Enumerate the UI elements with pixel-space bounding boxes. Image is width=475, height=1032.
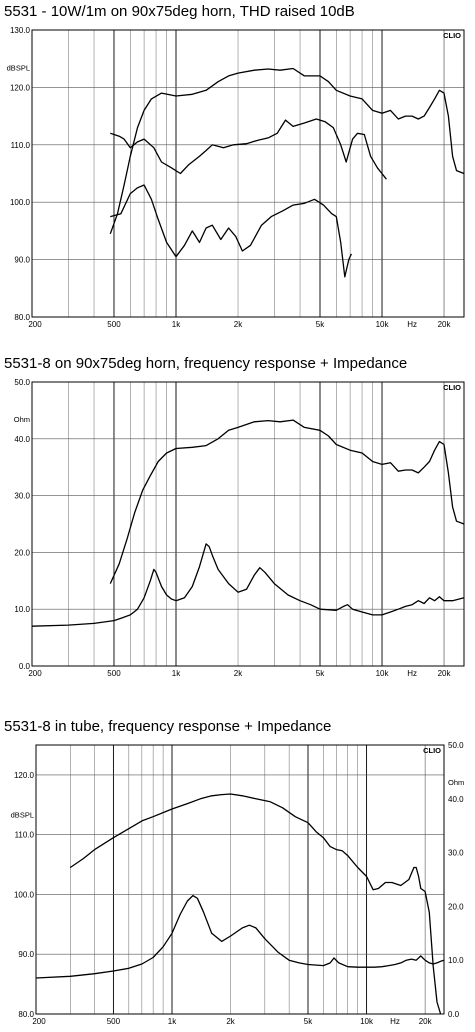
chart-3-title: 5531-8 in tube, frequency response + Imp… [4, 718, 332, 735]
x-tick-label: Hz [390, 1017, 400, 1026]
chart-3: 80.0 90.0 100.0 110.0 120.0 dBSPL 0.0 10.0 20.0 3… [11, 741, 465, 1026]
y-tick-label: 110.0 [15, 831, 35, 840]
y-tick-label: 120.0 [14, 771, 35, 780]
x-tick-label: 1k [172, 320, 181, 329]
x-tick-label: 20k [438, 320, 452, 329]
plot-frame [35, 744, 445, 1015]
y-tick-label: 30.0 [14, 492, 30, 501]
y-tick-label: 90.0 [18, 950, 34, 959]
x-tick-label: 500 [107, 320, 121, 329]
series-line-1 [69, 793, 442, 1015]
series-line-1 [109, 419, 465, 584]
y-right-unit-label: Ohm [448, 778, 464, 787]
x-tick-label: 10k [376, 669, 390, 678]
series-line-2 [31, 543, 465, 627]
x-tick-label: 2k [226, 1017, 235, 1026]
x-tick-label: Hz [407, 669, 417, 678]
y-unit-label: Ohm [14, 415, 30, 424]
x-tick-label: 2k [234, 669, 243, 678]
x-tick-label: 10k [376, 320, 390, 329]
clio-logo: CLIO [443, 383, 461, 392]
series-line-3 [110, 184, 352, 278]
y-tick-label: 130.0 [10, 26, 31, 35]
y-tick-label: 0.0 [19, 662, 31, 671]
x-tick-label: 1k [172, 669, 181, 678]
chart-1-title: 5531 - 10W/1m on 90x75deg horn, THD rais… [4, 3, 355, 20]
y-tick-label: 100.0 [14, 890, 35, 899]
y-tick-label: 120.0 [10, 83, 31, 92]
x-tick-label: 200 [28, 320, 42, 329]
clio-logo: CLIO [443, 31, 461, 40]
y-right-tick-label: 50.0 [448, 741, 464, 750]
y-tick-label: 40.0 [14, 435, 30, 444]
x-tick-label: 5k [316, 669, 325, 678]
y-unit-label: dBSPL [11, 811, 34, 820]
plot-area [32, 30, 464, 317]
x-tick-label: 200 [28, 669, 42, 678]
y-tick-label: 110.0 [11, 141, 31, 150]
y-tick-label: 100.0 [10, 198, 31, 207]
y-right-tick-label: 0.0 [448, 1010, 460, 1019]
x-grid [70, 745, 426, 1014]
chart-2-title: 5531-8 on 90x75deg horn, frequency respo… [4, 355, 408, 372]
y-tick-label: 80.0 [18, 1010, 34, 1019]
series-line-2 [110, 118, 387, 180]
x-tick-label: Hz [407, 320, 417, 329]
y-unit-label: dBSPL [7, 63, 30, 72]
x-tick-label: 200 [32, 1017, 46, 1026]
x-tick-label: 500 [107, 1017, 121, 1026]
x-tick-label: 5k [316, 320, 325, 329]
x-tick-label: 5k [304, 1017, 313, 1026]
y-right-tick-label: 10.0 [448, 956, 464, 965]
y-right-tick-label: 40.0 [448, 795, 464, 804]
y-tick-label: 90.0 [14, 256, 30, 265]
y-tick-label: 20.0 [14, 548, 30, 557]
x-tick-label: 20k [438, 669, 452, 678]
x-tick-label: 10k [360, 1017, 374, 1026]
plot-area [32, 382, 464, 666]
y-right-tick-label: 20.0 [448, 902, 464, 911]
chart-1: 80.0 90.0 100.0 110.0 120.0 130.0 dBSPL 200 500 1… [7, 26, 465, 329]
clio-logo: CLIO [423, 746, 441, 755]
x-grid [68, 382, 445, 666]
x-tick-label: 500 [107, 669, 121, 678]
x-tick-label: 2k [234, 320, 243, 329]
series-line-2 [35, 894, 445, 979]
x-tick-label: 20k [419, 1017, 433, 1026]
y-right-tick-label: 30.0 [448, 849, 464, 858]
y-tick-label: 50.0 [14, 378, 30, 387]
plot-area [36, 745, 444, 1014]
series-line-1 [109, 67, 465, 235]
chart-2: 0.0 10.0 20.0 30.0 40.0 50.0 Ohm 200 500 1k 2k 5k 10… [14, 378, 465, 678]
x-tick-label: 1k [168, 1017, 177, 1026]
y-tick-label: 80.0 [14, 313, 30, 322]
y-tick-label: 10.0 [14, 605, 30, 614]
